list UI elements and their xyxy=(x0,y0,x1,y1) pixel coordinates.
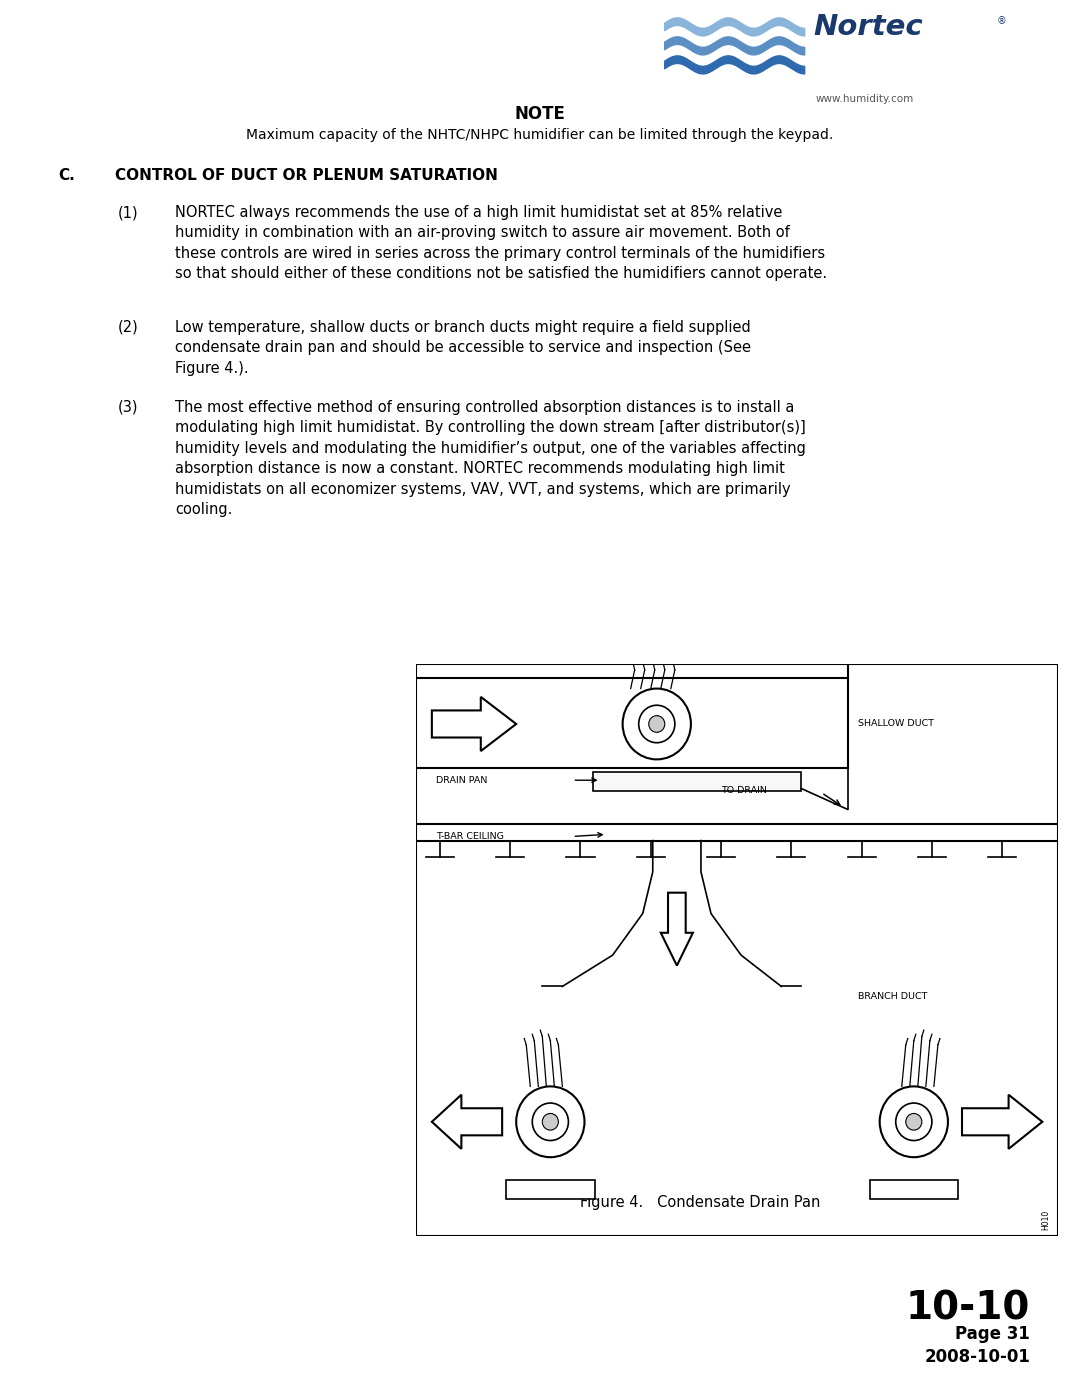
Text: Low temperature, shallow ducts or branch ducts might require a field supplied
co: Low temperature, shallow ducts or branch… xyxy=(175,320,751,376)
Circle shape xyxy=(895,1104,932,1140)
Text: Figure 4.   Condensate Drain Pan: Figure 4. Condensate Drain Pan xyxy=(580,1194,820,1210)
Text: (2): (2) xyxy=(118,320,138,335)
Text: 10-10: 10-10 xyxy=(906,1289,1030,1329)
FancyArrowPatch shape xyxy=(576,833,603,837)
Circle shape xyxy=(532,1104,568,1140)
Text: NORTEC always recommends the use of a high limit humidistat set at 85% relative
: NORTEC always recommends the use of a hi… xyxy=(175,205,827,281)
Text: Maximum capacity of the NHTC/NHPC humidifier can be limited through the keypad.: Maximum capacity of the NHTC/NHPC humidi… xyxy=(246,129,834,142)
Text: 2008-10-01: 2008-10-01 xyxy=(924,1348,1030,1366)
Text: (1): (1) xyxy=(118,205,138,219)
Text: www.humidity.com: www.humidity.com xyxy=(815,94,914,103)
Text: C.: C. xyxy=(58,168,75,183)
Polygon shape xyxy=(432,697,516,752)
Text: NOTE: NOTE xyxy=(514,105,566,123)
FancyArrowPatch shape xyxy=(576,778,596,782)
Bar xyxy=(869,1180,958,1199)
FancyArrowPatch shape xyxy=(824,795,840,805)
Circle shape xyxy=(516,1087,584,1157)
Circle shape xyxy=(906,1113,922,1130)
Polygon shape xyxy=(432,1095,502,1148)
Polygon shape xyxy=(661,893,693,965)
Circle shape xyxy=(880,1087,948,1157)
Circle shape xyxy=(623,689,691,760)
Text: T-BAR CEILING: T-BAR CEILING xyxy=(436,833,503,841)
Bar xyxy=(507,1180,594,1199)
Circle shape xyxy=(638,705,675,743)
Text: CONTROL OF DUCT OR PLENUM SATURATION: CONTROL OF DUCT OR PLENUM SATURATION xyxy=(114,168,498,183)
Text: DRAIN PAN: DRAIN PAN xyxy=(436,775,487,785)
Text: Nortec: Nortec xyxy=(814,14,923,42)
Text: TO DRAIN: TO DRAIN xyxy=(721,787,767,795)
Circle shape xyxy=(649,715,665,732)
Polygon shape xyxy=(962,1095,1042,1148)
Bar xyxy=(593,773,801,791)
Text: BRANCH DUCT: BRANCH DUCT xyxy=(858,992,927,1002)
Text: SHALLOW DUCT: SHALLOW DUCT xyxy=(858,719,933,728)
Text: Page 31: Page 31 xyxy=(955,1324,1030,1343)
Text: (3): (3) xyxy=(118,400,138,415)
Circle shape xyxy=(542,1113,558,1130)
Text: ®: ® xyxy=(997,15,1007,25)
Text: H010: H010 xyxy=(1041,1210,1051,1231)
Text: The most effective method of ensuring controlled absorption distances is to inst: The most effective method of ensuring co… xyxy=(175,400,806,517)
